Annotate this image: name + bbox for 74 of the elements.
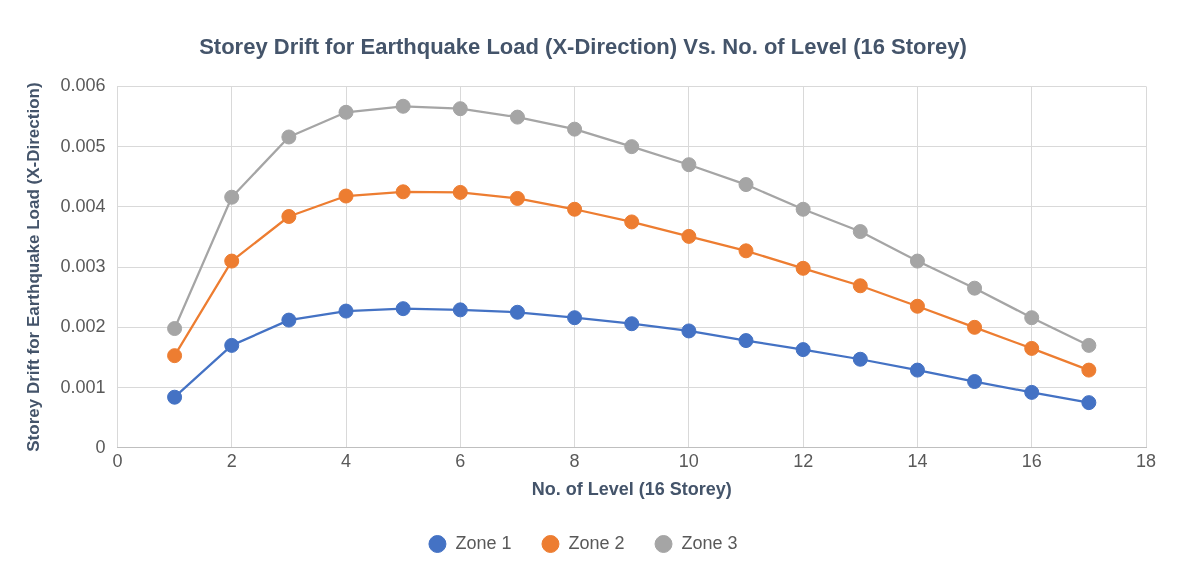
x-tick-label: 10 (678, 450, 699, 471)
y-tick-label: 0.006 (60, 75, 106, 96)
point (1024, 384, 1040, 400)
x-tick-label: 2 (226, 450, 237, 471)
point (224, 189, 240, 205)
x-tick-label: 16 (1021, 450, 1042, 471)
point (338, 188, 354, 204)
point (738, 333, 754, 349)
point (224, 337, 240, 353)
point (681, 157, 697, 173)
x-tick-label: 12 (793, 450, 814, 471)
point (681, 323, 697, 339)
x-tick-label: 14 (907, 450, 928, 471)
point (338, 303, 354, 319)
legend-label: Zone 2 (568, 532, 625, 553)
y-axis-title: Storey Drift for Earthquake Load (X-Direction) (23, 82, 43, 452)
point (395, 301, 411, 317)
y-tick-label: 0.002 (60, 316, 106, 337)
point (852, 351, 868, 367)
point (452, 302, 468, 318)
point (167, 348, 183, 364)
point (909, 298, 925, 314)
y-tick-label: 0 (95, 436, 106, 457)
point (567, 310, 583, 326)
point (624, 316, 640, 332)
legend-label: Zone 3 (681, 532, 738, 553)
point (1081, 395, 1097, 411)
point (909, 362, 925, 378)
point (1024, 310, 1040, 326)
point (281, 209, 297, 224)
point (681, 228, 697, 244)
point (395, 184, 411, 200)
point (795, 342, 811, 358)
point (624, 214, 640, 230)
point (509, 190, 525, 206)
point (738, 177, 754, 193)
point (909, 253, 925, 269)
point (509, 304, 525, 320)
y-tick-label: 0.004 (60, 195, 106, 216)
point (967, 280, 983, 296)
point (567, 121, 583, 137)
point (967, 319, 983, 335)
y-tick-label: 0.001 (60, 376, 106, 397)
point (452, 101, 468, 117)
point (738, 243, 754, 259)
x-axis-title: No. of Level (16 Storey) (531, 479, 732, 500)
x-tick-label: 0 (112, 450, 123, 471)
point (452, 184, 468, 200)
point (967, 374, 983, 390)
point (567, 201, 583, 217)
point (338, 104, 354, 120)
x-tick-label: 18 (1135, 450, 1157, 471)
point (795, 260, 811, 276)
point (509, 109, 525, 125)
point (1081, 337, 1097, 353)
point (224, 253, 240, 269)
point (1024, 340, 1040, 356)
x-tick-label: 8 (569, 450, 580, 471)
x-tick-label: 6 (455, 450, 466, 471)
point (281, 312, 297, 328)
legend-label: Zone 1 (455, 532, 512, 553)
x-tick-label: 4 (341, 450, 352, 471)
point (1081, 362, 1097, 378)
point (167, 389, 183, 405)
point (852, 278, 868, 294)
point (795, 201, 811, 217)
chart-title: Storey Drift for Earthquake Load (X-Direction) Vs. No. of Level (16 Storey) (199, 34, 967, 60)
point (281, 129, 297, 145)
point (167, 321, 183, 337)
point (395, 98, 411, 114)
y-tick-label: 0.003 (60, 256, 106, 277)
point (852, 224, 868, 240)
point (624, 139, 640, 155)
y-tick-label: 0.005 (60, 135, 106, 156)
